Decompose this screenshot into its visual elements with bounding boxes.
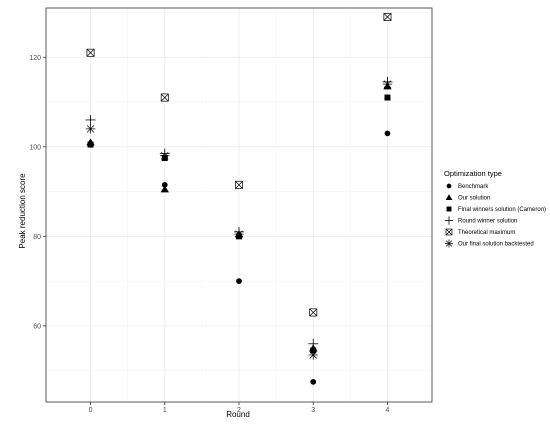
legend-items: Benchmark Our solution Final winners solut… <box>444 183 546 248</box>
data-point <box>235 180 243 189</box>
data-point <box>308 338 319 349</box>
y-tick-label: 100 <box>29 144 41 151</box>
data-point <box>160 185 169 193</box>
data-point <box>236 278 242 284</box>
axis-ticks: 0 1 2 3 4 60 80 100 120 <box>29 55 389 414</box>
legend-key <box>445 228 453 236</box>
legend-label: Round winner solution <box>458 219 517 225</box>
data-point <box>159 150 170 161</box>
data-point <box>384 130 391 137</box>
y-tick-label: 80 <box>33 234 41 241</box>
data-point <box>382 79 393 89</box>
data-point <box>308 350 319 360</box>
x-tick-label: 4 <box>386 407 390 414</box>
data-point <box>384 94 391 101</box>
data-point <box>87 141 94 148</box>
y-tick-label: 120 <box>29 55 41 62</box>
y-tick-label: 60 <box>33 323 41 330</box>
legend-label: Final winners solution (Cameron) <box>458 207 546 213</box>
data-point <box>161 181 168 188</box>
data-points <box>85 13 393 385</box>
data-point <box>160 93 169 102</box>
legend-key <box>446 183 452 189</box>
x-tick-label: 3 <box>311 407 315 414</box>
x-tick-label: 1 <box>163 407 167 414</box>
data-point <box>234 229 244 239</box>
legend: Optimization type Benchmark Our solution F… <box>444 169 546 248</box>
legend-key <box>444 216 454 225</box>
data-point <box>86 48 95 57</box>
legend-label: Theoretical maximum <box>458 230 515 236</box>
legend-key <box>446 206 452 212</box>
data-point <box>310 378 317 385</box>
x-tick-label: 2 <box>237 407 241 414</box>
data-point <box>383 13 392 21</box>
legend-key <box>445 239 453 248</box>
x-axis-title: Round <box>226 410 250 419</box>
grid-lines <box>46 8 432 402</box>
legend-label: Benchmark <box>458 184 489 190</box>
data-point <box>85 124 96 134</box>
legend-key <box>445 194 453 200</box>
x-tick-label: 0 <box>89 407 93 414</box>
y-axis-title: Peak reduction score <box>18 173 27 249</box>
data-point <box>85 114 96 125</box>
legend-title: Optimization type <box>444 169 502 178</box>
legend-label: Our solution <box>458 196 490 202</box>
legend-label: Our final solution backtested <box>458 242 534 248</box>
data-point <box>309 308 318 317</box>
